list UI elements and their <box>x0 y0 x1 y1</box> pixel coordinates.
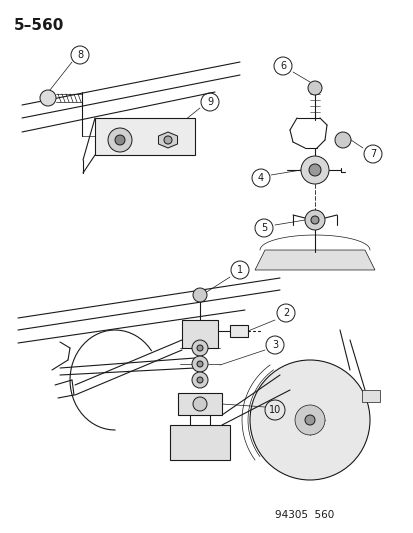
Circle shape <box>192 288 206 302</box>
Circle shape <box>115 135 125 145</box>
Bar <box>178 393 221 415</box>
Circle shape <box>40 90 56 106</box>
Circle shape <box>192 397 206 411</box>
Text: 5: 5 <box>260 223 266 233</box>
Text: 8: 8 <box>77 50 83 60</box>
Text: 2: 2 <box>282 308 288 318</box>
Text: 3: 3 <box>271 340 278 350</box>
Bar <box>361 390 379 402</box>
Circle shape <box>197 377 202 383</box>
Text: 7: 7 <box>369 149 375 159</box>
Text: 6: 6 <box>279 61 285 71</box>
Circle shape <box>300 156 328 184</box>
Bar <box>230 325 247 337</box>
Circle shape <box>307 81 321 95</box>
Circle shape <box>197 361 202 367</box>
Circle shape <box>192 372 207 388</box>
Bar <box>95 118 195 155</box>
Bar <box>182 320 218 348</box>
Circle shape <box>304 415 314 425</box>
Circle shape <box>249 360 369 480</box>
Text: 94305  560: 94305 560 <box>274 510 333 520</box>
Circle shape <box>192 356 207 372</box>
Bar <box>170 425 230 460</box>
Text: 9: 9 <box>206 97 213 107</box>
Circle shape <box>304 210 324 230</box>
Circle shape <box>197 345 202 351</box>
Text: 5–560: 5–560 <box>14 18 64 33</box>
Circle shape <box>108 128 132 152</box>
Polygon shape <box>254 250 374 270</box>
Circle shape <box>164 136 171 144</box>
Circle shape <box>294 405 324 435</box>
Circle shape <box>192 340 207 356</box>
Circle shape <box>334 132 350 148</box>
Text: 4: 4 <box>257 173 263 183</box>
Text: 10: 10 <box>268 405 280 415</box>
Circle shape <box>308 164 320 176</box>
Polygon shape <box>158 132 177 148</box>
Text: 1: 1 <box>236 265 242 275</box>
Circle shape <box>310 216 318 224</box>
